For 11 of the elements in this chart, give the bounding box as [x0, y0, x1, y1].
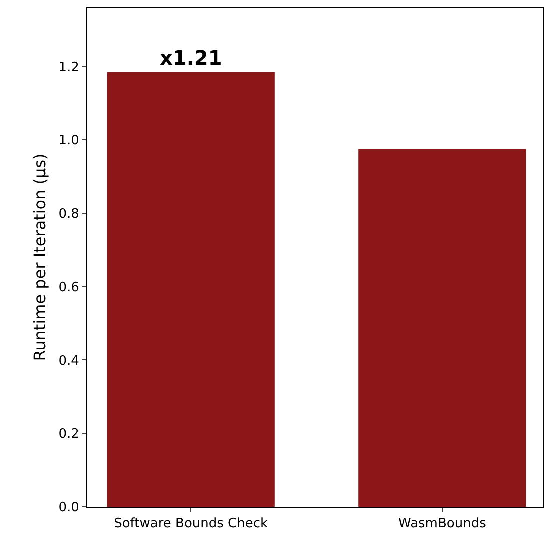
y-tick-label: 0.2 — [58, 427, 80, 442]
y-axis-title: Runtime per Iteration (μs) — [30, 154, 50, 362]
y-tick-label: 0.0 — [58, 500, 80, 516]
y-tick-label: 0.6 — [58, 280, 80, 296]
y-tick-label: 0.4 — [58, 354, 80, 369]
annotation: x1.21 — [160, 46, 222, 70]
y-tick-label: 0.8 — [58, 207, 80, 222]
y-tick-label: 1.2 — [58, 60, 80, 76]
x-tick-label: Software Bounds Check — [114, 516, 269, 532]
y-tick-label: 1.0 — [58, 134, 80, 149]
x-tick-label: WasmBounds — [398, 516, 487, 532]
